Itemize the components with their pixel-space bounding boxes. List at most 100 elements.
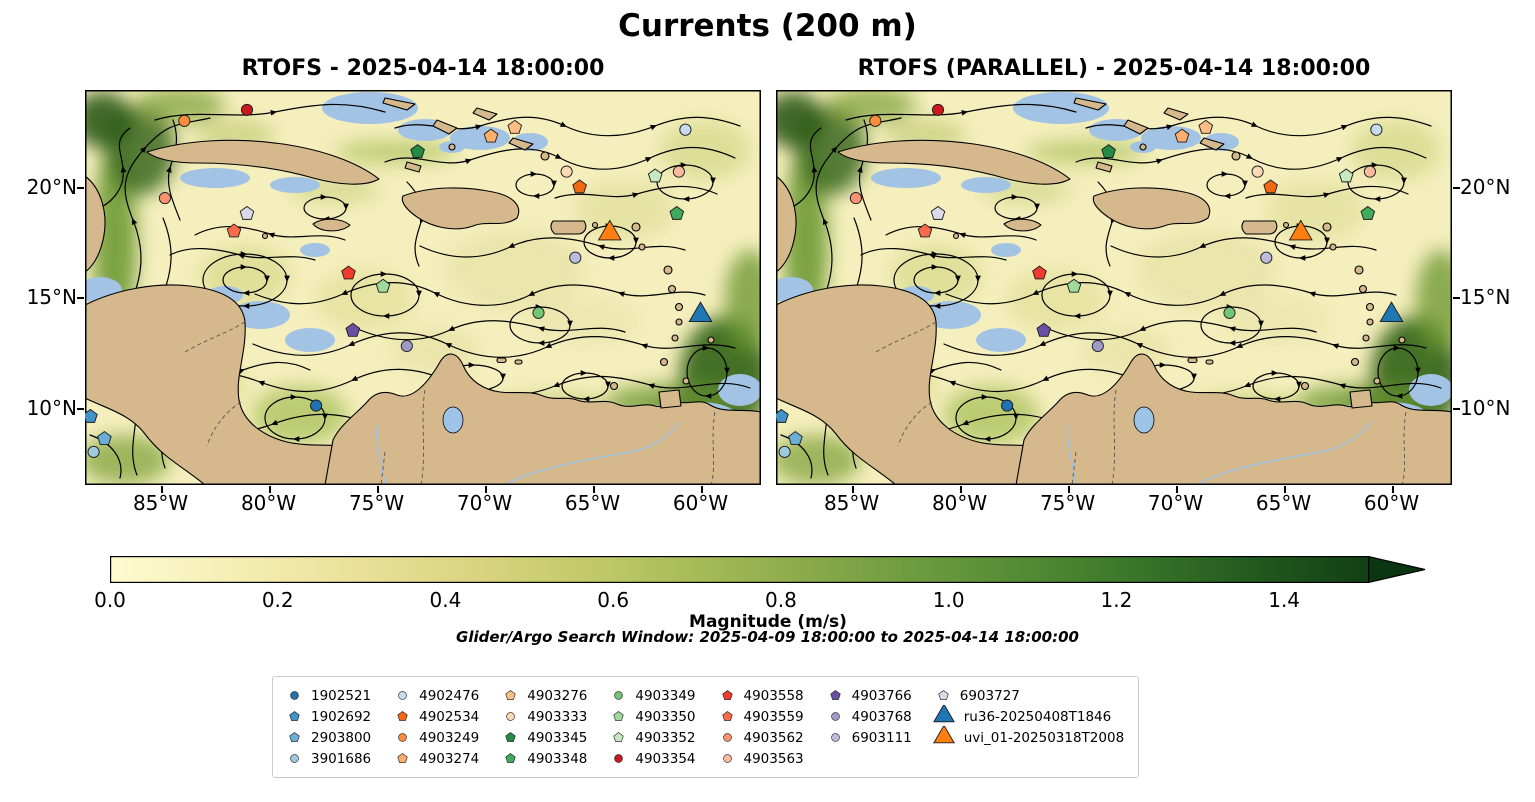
float-marker-1902692 — [776, 408, 789, 423]
float-marker-4903274 — [1174, 128, 1190, 143]
pentagon-marker-icon — [613, 711, 625, 721]
legend-item-4903559: 4903559 — [720, 706, 804, 727]
circle-marker-icon — [614, 754, 624, 763]
colorbar-tick-label: 1.0 — [932, 588, 965, 612]
float-marker-layer — [85, 103, 713, 458]
pentagon-marker-icon — [505, 732, 516, 742]
legend-item-4903349: 4903349 — [611, 685, 696, 706]
legend-item-2903800: 2903800 — [287, 727, 371, 748]
legend-label: 4903276 — [527, 687, 588, 704]
legend-label: 4903768 — [851, 708, 912, 725]
float-marker-4902534 — [1263, 179, 1278, 194]
pentagon-marker-icon — [721, 711, 733, 721]
legend-item-4903354: 4903354 — [611, 748, 696, 769]
legend-label: 1902692 — [311, 708, 372, 725]
pentagon-marker-icon — [829, 690, 841, 700]
float-marker-uvi_01-20250318T2008 — [597, 219, 622, 241]
float-marker-4903558 — [341, 265, 356, 280]
float-marker-4903276 — [1198, 119, 1214, 134]
colorbar-tick-label: 0.8 — [765, 588, 797, 612]
x-tick-label: 60°W — [1363, 491, 1420, 515]
x-tick-mark — [1175, 486, 1178, 493]
colorbar-label: Magnitude (m/s) — [689, 612, 847, 632]
x-tick-mark — [1391, 486, 1394, 493]
float-marker-4903558 — [1032, 265, 1047, 280]
float-marker-4903348 — [1360, 205, 1376, 220]
pentagon-marker-icon — [505, 690, 516, 700]
float-marker-3901686 — [778, 445, 791, 458]
x-tick-mark — [592, 486, 595, 493]
triangle-marker-icon — [932, 705, 955, 723]
map-rtofs-parallel — [776, 90, 1452, 485]
x-tick-label: 60°W — [672, 491, 729, 515]
triangle-marker-icon — [932, 726, 955, 744]
legend-label: 2903800 — [311, 729, 372, 746]
float-marker-4903563 — [1363, 165, 1376, 178]
y-tick-mark — [77, 297, 84, 300]
float-marker-4903345 — [410, 144, 425, 159]
legend-label: 3901686 — [311, 750, 372, 767]
x-tick-label: 70°W — [456, 491, 513, 515]
float-marker-2903800 — [788, 431, 803, 445]
float-marker-4903349 — [1223, 306, 1236, 319]
legend-label: 4903562 — [743, 729, 804, 746]
float-marker-2903800 — [97, 431, 112, 445]
float-marker-1902521 — [1001, 399, 1014, 412]
float-marker-4903562 — [849, 192, 862, 205]
y-tick-mark — [1453, 187, 1460, 190]
pentagon-marker-icon — [289, 732, 300, 742]
x-tick-mark — [700, 486, 703, 493]
float-marker-4903768 — [1091, 339, 1104, 353]
float-marker-4903562 — [158, 192, 171, 205]
legend-item-4903562: 4903562 — [720, 727, 804, 748]
legend-label: 4903766 — [851, 687, 912, 704]
float-marker-6903111 — [1260, 251, 1273, 264]
panel-rtofs-parallel: 85°W 80°W 75°W 70°W 65°W 60°W 20°N 15°N 10°N — [776, 90, 1510, 515]
legend-item-4903249: 4903249 — [395, 727, 479, 748]
x-tick-mark — [1283, 486, 1286, 493]
float-marker-4903354 — [931, 103, 945, 116]
colorbar-tick-label: 0.0 — [94, 588, 126, 612]
float-marker-4903274 — [483, 128, 499, 143]
float-marker-4903333 — [1251, 165, 1264, 178]
legend-label: 4903249 — [419, 729, 480, 746]
x-tick-label: 75°W — [348, 491, 405, 515]
legend-item-4902476: 4902476 — [395, 685, 479, 706]
legend-item-4903333: 4903333 — [503, 706, 587, 727]
float-marker-4903563 — [672, 165, 685, 178]
legend-item-6903727: 6903727 — [936, 685, 1124, 706]
circle-marker-icon — [830, 712, 840, 721]
float-marker-4903348 — [669, 205, 685, 220]
legend-label: uvi_01-20250318T2008 — [963, 729, 1125, 746]
legend-label: ru36-20250408T1846 — [963, 708, 1112, 725]
colorbar-tick-label: 0.6 — [597, 588, 630, 612]
legend-item-4903768: 4903768 — [828, 706, 912, 727]
legend-column: 4903558 4903559 4903562 4903563 — [720, 685, 804, 769]
float-marker-4903349 — [532, 306, 545, 319]
legend-column: 4902476 4902534 4903249 4903274 — [395, 685, 479, 769]
legend-item-1902692: 1902692 — [287, 706, 371, 727]
float-marker-4903333 — [560, 165, 573, 178]
x-tick-label: 65°W — [564, 491, 621, 515]
pentagon-marker-icon — [721, 690, 733, 700]
x-tick-mark — [959, 486, 962, 493]
y-tick-label: 15°N — [26, 285, 77, 310]
legend-column: 1902521 1902692 2903800 3901686 — [287, 685, 371, 769]
pentagon-marker-icon — [397, 711, 408, 721]
x-tick-label: 70°W — [1147, 491, 1204, 515]
panel-rtofs: 85°W 80°W 75°W 70°W 65°W 60°W 20°N 15°N 10°N — [27, 90, 761, 515]
float-marker-3901686 — [87, 445, 100, 458]
panel-title-rtofs-parallel: RTOFS (PARALLEL) - 2025-04-14 18:00:00 — [857, 56, 1371, 81]
legend-label: 4903354 — [635, 750, 696, 767]
x-tick-label: 85°W — [823, 491, 880, 515]
legend-label: 4903558 — [743, 687, 804, 704]
x-tick-label: 75°W — [1039, 491, 1096, 515]
legend-item-ru36-20250408T1846: ru36-20250408T1846 — [932, 705, 1124, 727]
circle-marker-icon — [398, 733, 407, 742]
float-marker-4903249 — [869, 114, 882, 127]
legend-item-4903563: 4903563 — [720, 748, 804, 769]
circle-marker-icon — [830, 733, 840, 742]
legend-item-4902534: 4902534 — [395, 706, 479, 727]
float-marker-4903559 — [917, 223, 933, 238]
circle-marker-icon — [398, 691, 407, 700]
